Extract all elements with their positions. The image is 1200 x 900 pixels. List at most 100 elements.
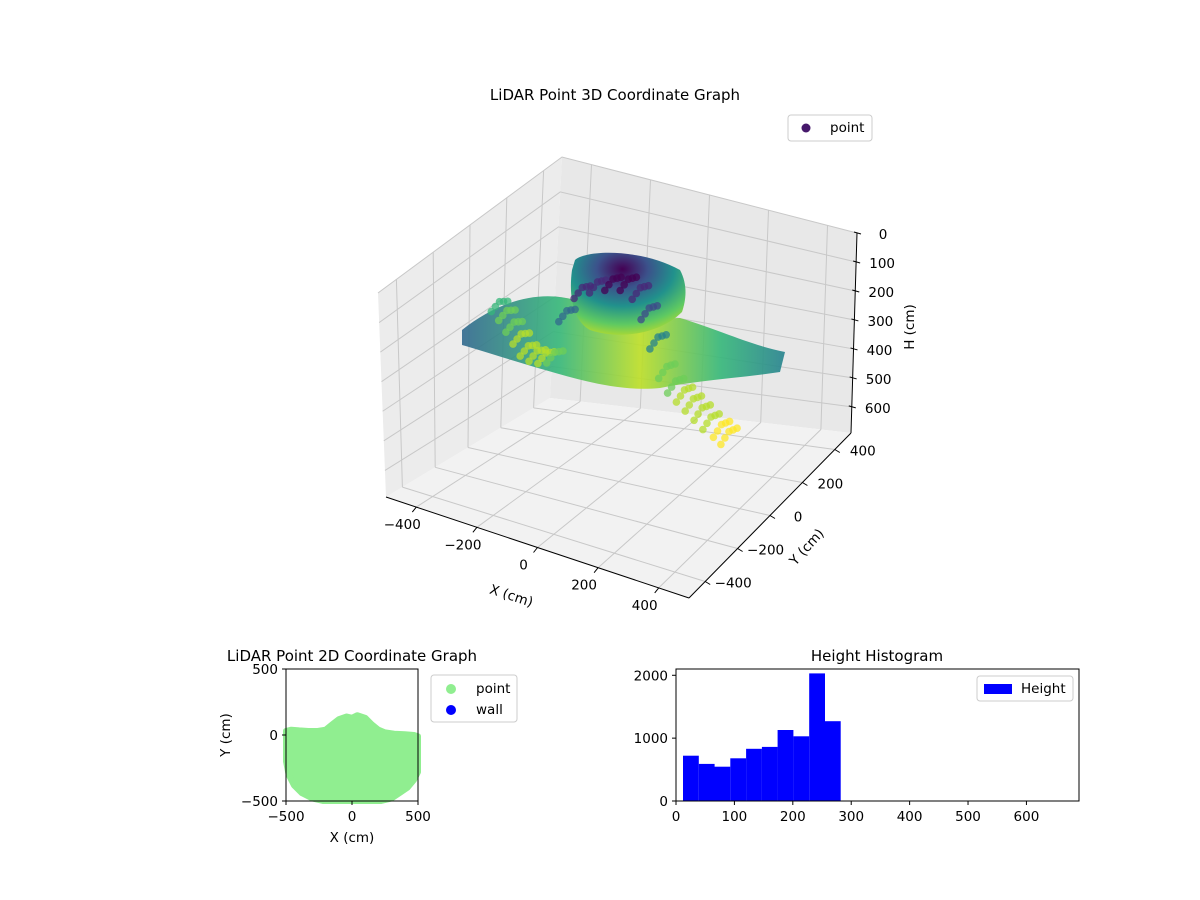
y-tick-label-2d: 500: [252, 662, 278, 678]
ticks-2d: −500 0 500 500 0 −500: [241, 662, 431, 825]
y-tick-mark: [704, 581, 711, 585]
point-3d-marker: [681, 407, 689, 415]
histogram-bar: [777, 730, 794, 801]
point-3d-marker: [499, 311, 507, 320]
point-3d-marker: [653, 302, 662, 310]
z-tick-label: 400: [867, 343, 893, 359]
legend-2d: point wall: [430, 674, 518, 723]
histogram-bar: [746, 748, 762, 801]
point-3d-marker: [574, 289, 582, 297]
z-tick-label: 600: [865, 401, 891, 417]
point-3d-marker: [709, 433, 718, 442]
grid-line-y: [402, 486, 706, 582]
y-tick-mark: [769, 515, 776, 519]
y-tick-mark: [737, 548, 743, 552]
x-tick-label-histogram: 400: [897, 809, 923, 825]
x-tick-label: 0: [519, 558, 528, 574]
histogram-bar: [730, 758, 747, 801]
point-3d-marker: [513, 335, 521, 343]
point-3d-marker: [654, 374, 663, 383]
y-axis-label-3d: Y (cm): [786, 526, 828, 570]
grid-line-z: [378, 191, 857, 323]
point-3d-marker: [725, 417, 734, 426]
x-axis-label-3d: X (cm): [488, 582, 535, 611]
plot-area-2d: [283, 712, 421, 804]
point-3d-marker: [487, 307, 496, 316]
point-3d-marker: [601, 286, 609, 295]
z-tick-mark: [852, 260, 861, 264]
ticks-histogram: 0 100 200 300 400 500 600 0 1000 2000: [634, 668, 1040, 825]
point-3d-marker: [532, 341, 541, 349]
point-3d-marker: [571, 305, 579, 314]
z-tick-label: 500: [866, 372, 892, 388]
x-tick-mark: [411, 506, 417, 513]
point-3d-marker: [694, 410, 702, 418]
point-3d-marker: [616, 286, 624, 295]
point-3d-marker: [542, 359, 551, 367]
y-tick-label-histogram: 2000: [634, 668, 668, 684]
point-cloud-3d: [462, 252, 785, 449]
point-3d-marker: [620, 281, 628, 289]
point-3d-marker: [715, 410, 723, 418]
point-3d-marker: [518, 317, 527, 326]
point-3d-marker: [547, 353, 555, 362]
point-3d-marker: [644, 281, 653, 290]
y-tick-label: 200: [818, 477, 844, 493]
y-tick-label-2d: 0: [269, 728, 278, 744]
legend-2d-label-wall: wall: [476, 702, 503, 718]
point-3d-marker: [646, 345, 654, 353]
point-3d-marker: [502, 328, 510, 337]
y-tick-label-histogram: 1000: [634, 731, 668, 747]
z-tick-label: 100: [869, 256, 895, 272]
legend-3d-label: point: [830, 120, 864, 136]
grid-line-y: [500, 427, 803, 483]
point-3d-marker: [667, 383, 676, 391]
histogram-bar: [698, 763, 715, 801]
x-tick-mark: [533, 547, 538, 553]
point-3d-marker: [721, 434, 729, 442]
x-tick-mark: [654, 587, 660, 594]
x-tick-label: 400: [632, 598, 658, 614]
point-3d-marker: [671, 360, 679, 368]
histogram-bars: [683, 673, 841, 801]
point-3d-marker: [617, 273, 625, 282]
point-3d-marker: [672, 398, 681, 406]
point-3d-marker: [662, 331, 670, 339]
z-tick-mark: [849, 376, 857, 380]
point-3d-marker: [520, 347, 529, 355]
x-tick-label-2d: 500: [405, 809, 431, 825]
y-tick-label-histogram: 0: [659, 794, 668, 810]
point-3d-marker: [703, 419, 711, 428]
point-3d-marker: [688, 383, 697, 392]
point-scatter-2d: [283, 712, 421, 804]
axes-frame-histogram: [675, 668, 1080, 802]
y-tick-label: 0: [794, 510, 803, 526]
x-tick-label-histogram: 500: [955, 809, 981, 825]
point-3d-marker: [494, 316, 503, 325]
histogram-bar: [793, 736, 810, 801]
x-tick-label-histogram: 600: [1014, 809, 1040, 825]
point-3d-marker: [641, 310, 649, 318]
grid-line-y: [533, 170, 545, 408]
point-3d-marker: [516, 352, 524, 360]
z-axis-line: [850, 232, 858, 434]
z-tick-mark: [851, 318, 859, 322]
z-tick-mark: [853, 231, 862, 235]
legend-2d-marker-wall: [446, 705, 456, 715]
chart-3d: LiDAR Point 3D Coordinate Graph −400 −200…: [377, 86, 918, 614]
z-tick-label: 300: [868, 314, 894, 330]
z-tick-label: 0: [879, 227, 888, 243]
legend-2d-label-point: point: [476, 681, 510, 697]
grid-line-y: [467, 447, 771, 516]
point-3d-marker: [585, 289, 594, 297]
x-tick-label-2d: −500: [267, 809, 304, 825]
z-tick-mark: [848, 405, 856, 409]
histogram-bar: [714, 766, 731, 801]
legend-3d: point: [787, 114, 873, 142]
point-3d-marker: [511, 306, 519, 314]
x-tick-mark: [593, 567, 599, 574]
point-3d-marker: [628, 295, 636, 304]
x-tick-label-histogram: 300: [838, 809, 864, 825]
point-3d-marker: [733, 424, 741, 433]
z-tick-mark: [850, 347, 858, 351]
